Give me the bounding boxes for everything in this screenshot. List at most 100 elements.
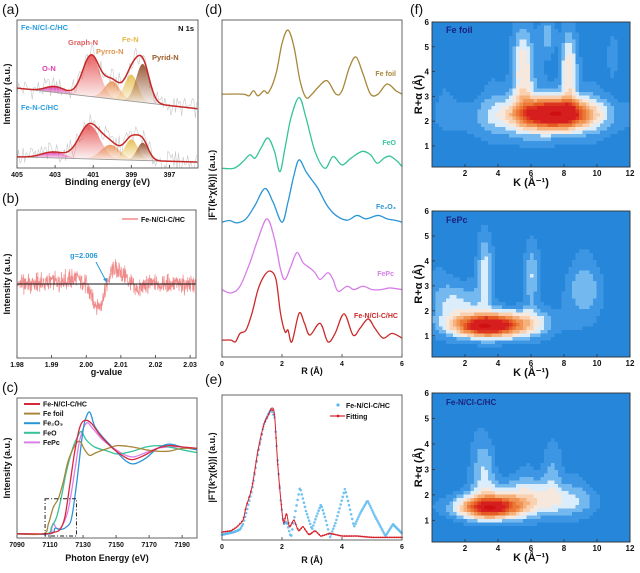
heatmap-cell	[442, 260, 447, 264]
heatmap-cell	[463, 218, 468, 222]
data-point	[336, 514, 339, 518]
heatmap-cell	[456, 330, 461, 334]
heatmap-cell	[474, 277, 478, 282]
heatmap-cell	[495, 39, 499, 44]
heatmap-cell	[561, 134, 566, 138]
heatmap-cell	[491, 25, 496, 30]
heatmap-cell	[435, 256, 440, 261]
heatmap-cell	[540, 214, 545, 219]
heatmap-cell	[547, 148, 552, 152]
heatmap-cell	[509, 22, 513, 26]
heatmap-cell	[474, 340, 478, 345]
heatmap-cell	[439, 277, 443, 282]
g-value-annotation: g=2.006	[70, 251, 98, 260]
data-point	[340, 499, 344, 502]
heatmap-cell	[561, 29, 566, 33]
heatmap-cell	[502, 130, 506, 135]
x-tick-label: 12	[626, 169, 635, 178]
heatmap-cell	[491, 284, 496, 289]
heatmap-cell	[603, 221, 608, 226]
heatmap-cell	[593, 113, 597, 117]
heatmap-cell	[477, 260, 482, 264]
heatmap-cell	[561, 288, 566, 292]
heatmap-cell	[533, 148, 538, 152]
heatmap-cell	[554, 246, 559, 250]
heatmap-cell	[505, 67, 510, 72]
heatmap-cell	[547, 53, 552, 58]
heatmap-cell	[442, 249, 447, 254]
heatmap-cell	[505, 263, 510, 268]
heatmap-cell	[533, 81, 538, 86]
heatmap-cell	[593, 235, 597, 240]
heatmap-cell	[474, 239, 478, 243]
heatmap-cell	[449, 298, 454, 303]
fitting-marker	[246, 502, 249, 504]
heatmap-cell	[572, 162, 576, 166]
heatmap-cell	[600, 141, 604, 145]
heatmap-cell	[568, 330, 573, 334]
heatmap-cell	[484, 78, 489, 82]
heatmap-cell	[498, 67, 503, 72]
heatmap-cell	[509, 344, 513, 348]
heatmap-cell	[516, 326, 520, 331]
heatmap-cell	[446, 232, 450, 236]
heatmap-cell	[477, 106, 482, 110]
heatmap-cell	[477, 130, 482, 135]
heatmap-cell	[596, 64, 601, 68]
heatmap-cell	[589, 88, 594, 93]
heatmap-cell	[432, 263, 436, 268]
heatmap-cell	[456, 88, 461, 93]
heatmap-cell	[498, 148, 503, 152]
heatmap-cell	[519, 291, 524, 296]
heatmap-cell	[607, 218, 611, 222]
heatmap-cell	[607, 260, 611, 264]
heatmap-cell	[540, 295, 545, 299]
heatmap-cell	[624, 36, 629, 40]
heatmap-cell	[572, 123, 576, 128]
heatmap-cell	[502, 106, 506, 110]
heatmap-cell	[526, 284, 531, 289]
heatmap-cell	[624, 50, 629, 54]
heatmap-cell	[565, 74, 569, 79]
heatmap-cell	[470, 228, 475, 233]
heatmap-cell	[526, 113, 531, 117]
heatmap-cell	[453, 288, 457, 292]
heatmap-cell	[460, 46, 464, 51]
data-point	[368, 504, 372, 508]
fitting-marker	[307, 533, 310, 535]
heatmap-cell	[586, 50, 590, 54]
heatmap-cell	[519, 277, 524, 282]
heatmap-cell	[586, 130, 590, 135]
heatmap-cell	[491, 330, 496, 334]
heatmap-cell	[572, 116, 576, 121]
heatmap-cell	[477, 50, 482, 54]
heatmap-cell	[435, 148, 440, 152]
heatmap-cell	[603, 225, 608, 229]
heatmap-cell	[474, 109, 478, 114]
heatmap-cell	[621, 36, 625, 40]
heatmap-cell	[512, 239, 517, 243]
heatmap-cell	[495, 109, 499, 114]
heatmap-cell	[540, 225, 545, 229]
heatmap-cell	[579, 211, 583, 215]
heatmap-cell	[554, 267, 559, 271]
heatmap-cell	[572, 253, 576, 257]
heatmap-cell	[624, 102, 629, 107]
heatmap-cell	[526, 148, 531, 152]
heatmap-cell	[582, 50, 587, 54]
heatmap-cell	[600, 305, 604, 310]
heatmap-cell	[449, 46, 454, 51]
heatmap-cell	[554, 78, 559, 82]
heatmap-cell	[572, 351, 576, 355]
heatmap-cell	[589, 302, 594, 306]
heatmap-cell	[498, 242, 503, 247]
heatmap-cell	[463, 235, 468, 240]
heatmap-cell	[505, 148, 510, 152]
heatmap-cell	[589, 337, 594, 341]
heatmap-cell	[477, 71, 482, 75]
heatmap-cell	[614, 127, 618, 131]
heatmap-cell	[526, 302, 531, 306]
heatmap-cell	[554, 263, 559, 268]
heatmap-cell	[530, 60, 534, 65]
data-point	[305, 512, 309, 516]
